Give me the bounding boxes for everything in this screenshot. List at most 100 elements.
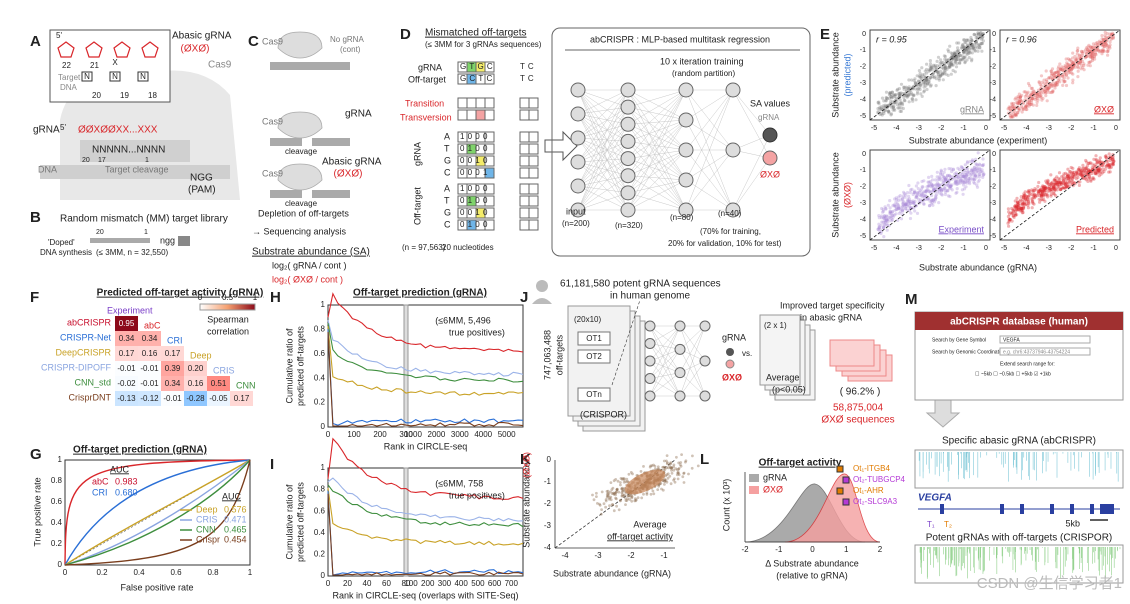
edge xyxy=(577,113,629,125)
scatter-point xyxy=(976,43,980,47)
scatter-point xyxy=(935,170,939,174)
scatter-point xyxy=(884,218,889,222)
scatter-point xyxy=(1071,180,1075,184)
scatter-point xyxy=(883,108,887,112)
scatter-point xyxy=(978,167,982,171)
x-tick-label: 600 xyxy=(488,579,502,588)
text-label: Cas9 xyxy=(262,36,283,46)
edge xyxy=(627,106,687,121)
scatter-point xyxy=(963,175,968,179)
scatter-point xyxy=(1106,48,1110,52)
scatter-point xyxy=(963,172,968,177)
scatter-point xyxy=(1052,71,1056,75)
scatter-point xyxy=(1107,163,1111,167)
scatter-point xyxy=(1069,67,1073,71)
colorbar xyxy=(199,303,256,311)
scatter-point xyxy=(929,182,933,186)
scatter-point xyxy=(1057,181,1061,185)
ot-box xyxy=(577,331,611,346)
y-tick-label: 0 xyxy=(58,560,63,569)
scatter-point xyxy=(953,61,957,65)
scatter-point xyxy=(1038,83,1042,87)
scatter-point xyxy=(883,219,887,223)
grid-cell xyxy=(528,97,539,109)
scatter-point xyxy=(1085,49,1089,53)
text-label: vs. xyxy=(742,349,752,358)
text-label: r = 0.96 xyxy=(1006,34,1037,44)
scatter-point xyxy=(884,99,888,103)
text-label: 0.576 xyxy=(224,504,247,514)
edge xyxy=(649,325,681,362)
user-icon xyxy=(532,298,552,304)
scatter-point xyxy=(1104,159,1109,163)
text-label: 19 xyxy=(120,91,129,100)
edge xyxy=(577,89,629,139)
scatter-point xyxy=(914,82,918,86)
input-box xyxy=(999,335,1091,344)
heat-cell xyxy=(138,331,161,346)
scatter-point xyxy=(881,216,886,220)
scatter-point xyxy=(1072,63,1076,67)
scatter-point xyxy=(970,158,975,162)
scatter-point xyxy=(971,177,975,181)
scatter-point xyxy=(899,109,904,113)
scatter-point xyxy=(890,96,894,100)
scatter-point xyxy=(923,75,927,79)
scatter-point xyxy=(1016,101,1020,105)
scatter-point xyxy=(1091,45,1095,49)
scatter-point xyxy=(676,477,680,481)
scatter-point xyxy=(1065,62,1070,66)
scatter-point xyxy=(1046,181,1050,185)
scatter-point xyxy=(879,216,884,220)
y-tick-label: -3 xyxy=(860,200,866,207)
scatter-point xyxy=(1078,180,1082,184)
scatter-point xyxy=(1059,187,1063,192)
scatter-point xyxy=(960,43,965,47)
scatter-point xyxy=(1049,181,1053,185)
text-label: Off-target xyxy=(412,187,422,225)
edge xyxy=(627,141,687,151)
scatter-point xyxy=(1078,53,1082,57)
scatter-point xyxy=(1063,180,1068,184)
scatter-point xyxy=(1072,63,1076,67)
scatter-point xyxy=(1102,41,1107,45)
edge xyxy=(577,158,629,187)
text-label: 747,063,488 xyxy=(542,330,552,380)
neuron xyxy=(674,367,686,379)
scatter-point xyxy=(1019,198,1023,202)
scatter-point xyxy=(931,198,935,202)
scatter-point xyxy=(1018,199,1022,203)
scatter-point xyxy=(881,210,885,214)
scatter-point xyxy=(936,178,940,182)
scatter-point xyxy=(1104,41,1108,45)
scatter-point xyxy=(1078,173,1082,177)
scatter-point xyxy=(1014,113,1018,117)
scatter-point xyxy=(944,58,949,62)
scatter-point xyxy=(903,192,907,196)
scatter-point xyxy=(1041,193,1045,197)
scatter-point xyxy=(948,62,952,66)
scatter-point xyxy=(958,61,962,65)
text-label: 5' xyxy=(56,31,62,40)
grid-cell xyxy=(528,167,539,179)
scatter-point xyxy=(675,455,678,459)
scatter-point xyxy=(882,225,886,229)
x-tick-label: 0.4 xyxy=(133,568,145,577)
scatter-point xyxy=(951,167,956,171)
scatter-point xyxy=(1065,66,1069,70)
scatter-point xyxy=(1086,173,1090,177)
legend-swatch xyxy=(749,486,759,494)
scatter-point xyxy=(920,94,924,98)
scatter-point xyxy=(1061,78,1065,82)
scatter-point xyxy=(974,33,978,37)
scatter-point xyxy=(1023,105,1028,109)
scatter-point xyxy=(1097,170,1101,174)
scatter-point xyxy=(980,49,984,53)
scatter-point xyxy=(1072,175,1076,179)
scatter-point xyxy=(963,177,968,181)
y-tick-label: -2 xyxy=(990,184,996,191)
scatter-point xyxy=(1066,62,1071,66)
scatter-point xyxy=(1061,68,1065,72)
text-label: SA values xyxy=(750,98,791,108)
scatter-point xyxy=(955,187,959,191)
